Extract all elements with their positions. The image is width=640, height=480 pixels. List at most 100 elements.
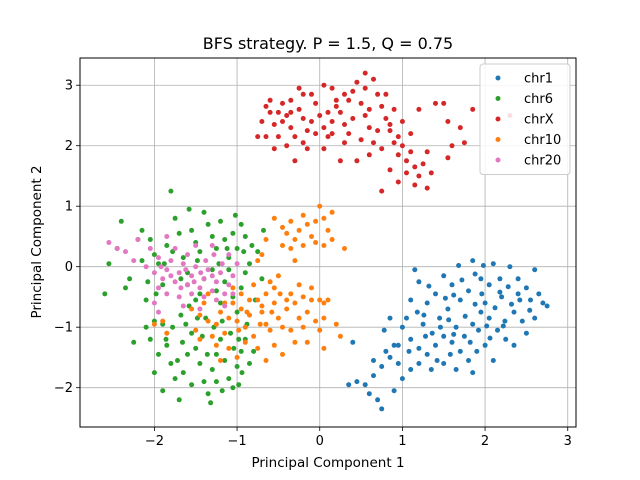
data-point	[198, 270, 204, 276]
legend-box	[479, 63, 571, 175]
data-point	[259, 252, 265, 258]
data-point	[486, 315, 492, 321]
data-point	[147, 246, 153, 251]
data-point	[232, 212, 238, 218]
data-point	[275, 315, 281, 321]
data-point	[424, 300, 430, 306]
series-chrX	[255, 70, 513, 194]
data-point	[178, 276, 184, 282]
data-point	[366, 106, 372, 112]
data-point	[474, 348, 480, 354]
data-point	[304, 309, 310, 315]
data-point	[255, 258, 261, 264]
data-point	[241, 249, 247, 255]
data-point	[222, 303, 228, 309]
data-point	[263, 134, 269, 140]
data-point	[280, 351, 285, 357]
data-point	[461, 333, 467, 339]
data-point	[408, 336, 414, 342]
data-point	[160, 388, 166, 394]
data-point	[434, 358, 440, 363]
data-point	[470, 321, 476, 327]
data-point	[222, 330, 228, 336]
data-point	[354, 79, 360, 85]
data-point	[420, 161, 426, 167]
data-point	[387, 167, 393, 173]
data-point	[325, 134, 331, 140]
data-point	[492, 305, 498, 311]
data-point	[164, 291, 170, 297]
legend-label: chrX	[524, 113, 554, 128]
data-point	[445, 155, 451, 161]
data-point	[226, 376, 232, 382]
data-point	[399, 376, 405, 382]
data-point	[257, 321, 263, 327]
data-point	[176, 294, 182, 300]
data-point	[433, 100, 438, 106]
data-point	[358, 100, 364, 106]
data-point	[412, 182, 418, 188]
legend-marker	[495, 137, 501, 142]
data-point	[482, 342, 488, 348]
data-point	[379, 146, 385, 152]
data-point	[238, 291, 244, 297]
data-point	[255, 134, 261, 140]
data-point	[209, 267, 215, 273]
data-point	[197, 336, 203, 342]
data-point	[230, 291, 236, 297]
data-point	[242, 270, 248, 276]
data-point	[362, 70, 368, 76]
data-point	[123, 249, 128, 255]
data-point	[404, 158, 409, 164]
data-point	[387, 354, 393, 360]
data-point	[284, 297, 290, 303]
data-point	[209, 333, 215, 339]
data-point	[176, 270, 182, 276]
data-point	[292, 158, 298, 164]
data-point	[238, 348, 244, 354]
data-point	[213, 379, 219, 385]
data-point	[391, 388, 397, 394]
data-point	[208, 400, 214, 406]
data-point	[189, 382, 195, 388]
data-point	[131, 339, 137, 345]
data-point	[337, 109, 343, 115]
data-point	[309, 297, 314, 303]
data-point	[472, 271, 478, 277]
data-point	[424, 185, 430, 191]
data-point	[234, 318, 240, 324]
data-point	[180, 255, 186, 261]
data-point	[280, 324, 285, 330]
data-point	[350, 88, 356, 94]
data-point	[230, 285, 236, 291]
data-point	[277, 291, 283, 297]
data-point	[193, 243, 199, 248]
data-point	[228, 330, 233, 336]
data-point	[168, 258, 174, 264]
data-point	[180, 339, 185, 345]
x-tick-label: −1	[227, 434, 246, 449]
data-point	[354, 379, 360, 385]
data-point	[296, 85, 302, 91]
data-point	[151, 252, 157, 258]
data-point	[186, 206, 192, 212]
data-point	[189, 291, 195, 297]
data-point	[300, 294, 306, 300]
data-point	[218, 218, 223, 224]
data-point	[536, 291, 542, 297]
data-point	[408, 297, 414, 303]
data-point	[197, 291, 203, 297]
data-point	[239, 370, 245, 376]
data-point	[280, 243, 285, 248]
y-axis-label: Principal Component 2	[29, 165, 45, 318]
data-point	[358, 137, 364, 143]
data-point	[205, 221, 211, 227]
data-point	[213, 288, 219, 294]
data-point	[164, 234, 170, 239]
data-point	[168, 188, 174, 194]
data-point	[189, 227, 195, 233]
data-point	[457, 348, 463, 354]
data-point	[180, 303, 186, 309]
data-point	[193, 327, 199, 333]
data-point	[379, 188, 385, 194]
